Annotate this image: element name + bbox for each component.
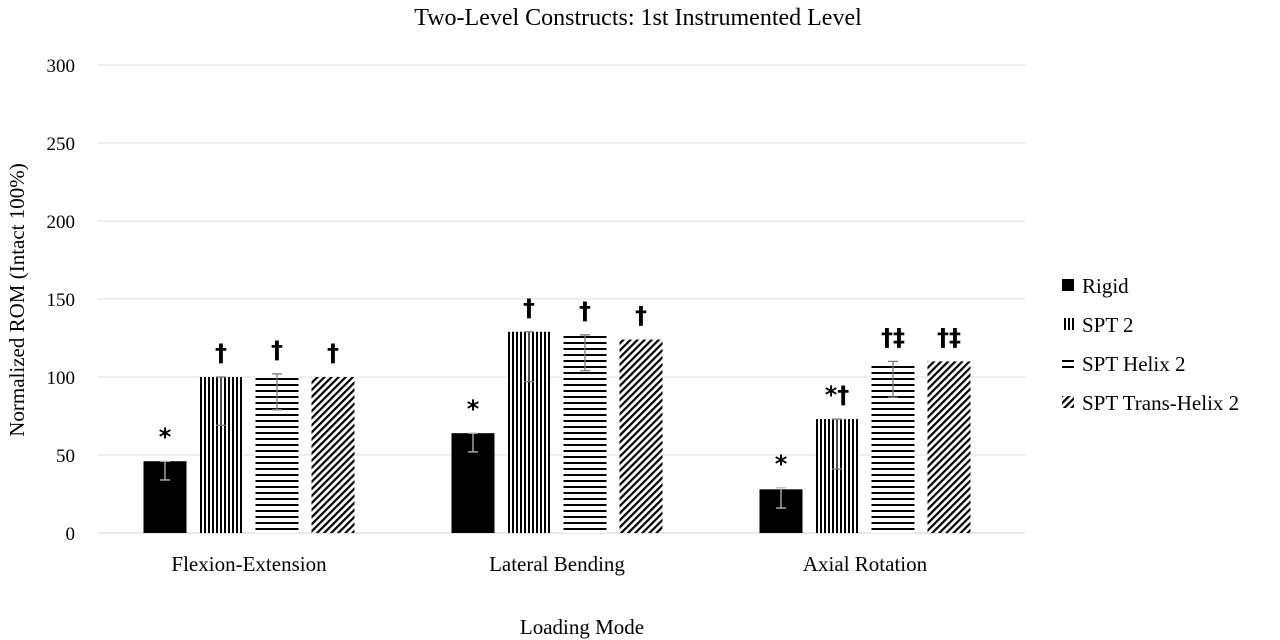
legend-swatch (1062, 318, 1074, 330)
significance-marker: † (579, 297, 591, 325)
significance-marker: † (327, 339, 339, 367)
significance-marker: †‡ (881, 323, 905, 351)
bar (311, 377, 355, 533)
legend-label: Rigid (1082, 274, 1129, 298)
bar (927, 361, 971, 533)
x-category-label: Flexion-Extension (171, 552, 327, 576)
y-axis-ticks: 0 50 100 150 200 250 300 (47, 56, 76, 545)
significance-marker: †‡ (937, 323, 961, 351)
grid-lines (98, 64, 1025, 534)
significance-marker: * (775, 450, 788, 478)
y-tick-label: 250 (47, 134, 76, 155)
legend-label: SPT 2 (1082, 313, 1134, 337)
x-axis-title: Loading Mode (520, 615, 644, 639)
legend-swatch (1062, 396, 1074, 408)
significance-marker: † (215, 339, 227, 367)
significance-marker: * (467, 395, 480, 423)
y-tick-label: 300 (47, 56, 76, 77)
legend-swatch (1062, 357, 1074, 369)
x-category-label: Lateral Bending (489, 552, 625, 576)
significance-marker: † (635, 302, 647, 330)
y-tick-label: 150 (47, 290, 76, 311)
y-tick-label: 200 (47, 212, 76, 233)
x-category-label: Axial Rotation (803, 552, 928, 576)
significance-marker: *† (825, 381, 850, 409)
chart-title: Two-Level Constructs: 1st Instrumented L… (414, 5, 862, 31)
significance-marker: † (523, 294, 535, 322)
y-tick-label: 50 (56, 446, 75, 467)
legend: Rigid SPT 2 SPT Helix 2 SPT Trans-Helix 2 (1062, 274, 1239, 415)
legend-swatch (1062, 279, 1074, 291)
significance-marker: * (159, 423, 172, 451)
legend-label: SPT Helix 2 (1082, 352, 1185, 376)
y-axis-title: Normalized ROM (Intact 100%) (5, 163, 29, 437)
y-tick-label: 0 (66, 524, 76, 545)
significance-marker: † (271, 336, 283, 364)
y-tick-label: 100 (47, 368, 76, 389)
legend-label: SPT Trans-Helix 2 (1082, 391, 1239, 415)
bar (619, 339, 663, 533)
x-axis-categories: Flexion-Extension Lateral Bending Axial Ro… (171, 552, 927, 576)
bars: ***††*††††‡†††‡ (143, 294, 971, 533)
